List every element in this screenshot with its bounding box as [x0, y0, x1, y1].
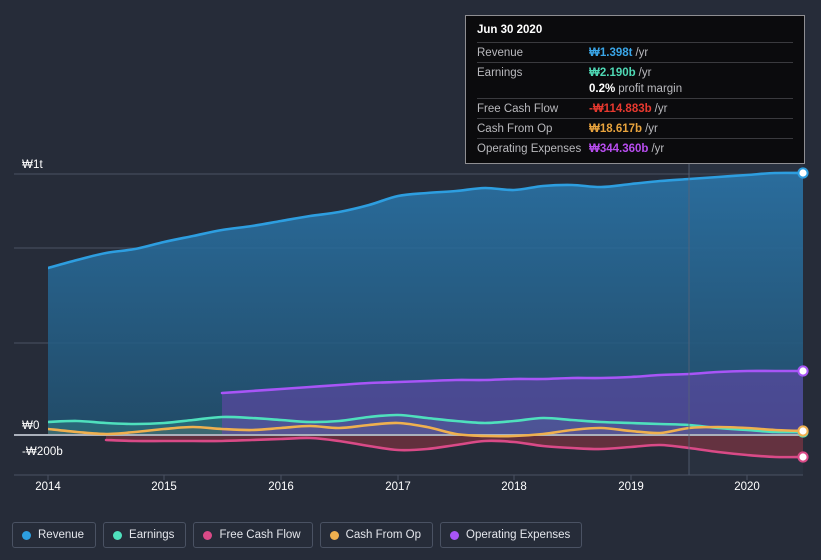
tooltip-row-key: Operating Expenses — [477, 143, 582, 155]
tooltip-row-value: -₩114.883b — [589, 103, 652, 115]
legend-item-label: Free Cash Flow — [219, 529, 301, 541]
tooltip-row-value: 0.2% — [589, 83, 616, 95]
tooltip-row-value: ₩344.360b — [589, 143, 649, 155]
y-axis-tick-label: ₩0 — [22, 420, 40, 432]
tooltip-row: Cash From Op ₩18.617b/yr — [477, 118, 793, 138]
legend-item-free-cash-flow[interactable]: Free Cash Flow — [193, 522, 313, 548]
line-cash-from-op[interactable] — [48, 421, 803, 438]
x-axis-tick-label: 2016 — [268, 481, 294, 493]
series-end-markers — [797, 167, 809, 463]
x-axis-ticks — [47, 475, 748, 480]
line-earnings[interactable] — [48, 413, 803, 434]
legend-item-earnings[interactable]: Earnings — [103, 522, 187, 548]
legend-color-dot-icon — [113, 530, 123, 540]
y-axis-tick-label: -₩200b — [22, 446, 63, 458]
tooltip-row-sublabel: profit margin — [618, 83, 683, 95]
area-revenue — [48, 172, 803, 435]
y-axis-tick-label: ₩1t — [22, 159, 43, 171]
line-revenue[interactable] — [48, 171, 803, 270]
legend-item-label: Earnings — [129, 529, 175, 541]
legend-color-dot-icon — [329, 530, 339, 540]
line-operating-expenses[interactable] — [220, 369, 803, 395]
tooltip-row-suffix: /yr — [645, 123, 658, 135]
series-lines — [48, 171, 803, 459]
tooltip-rows: Revenue ₩1.398t/yr Earnings ₩2.190b/yr 0.2% p… — [477, 42, 793, 158]
legend-item-revenue[interactable]: Revenue — [12, 522, 97, 548]
tooltip-row-suffix: /yr — [654, 103, 668, 115]
tooltip-date: Jun 30 2020 — [477, 24, 543, 36]
tooltip-row-key: Earnings — [477, 67, 523, 79]
tooltip-row-key: Cash From Op — [477, 123, 553, 135]
legend-item-label: Revenue — [38, 529, 85, 541]
tooltip-row-key: Revenue — [477, 47, 524, 59]
series-areas — [48, 172, 803, 458]
legend-item-operating-expenses[interactable]: Operating Expenses — [440, 522, 583, 548]
tooltip-row-key: Free Cash Flow — [477, 103, 559, 115]
tooltip-row: Operating Expenses ₩344.360b/yr — [477, 138, 793, 158]
x-axis-tick-label: 2015 — [151, 481, 177, 493]
x-axis-tick-label: 2019 — [618, 481, 644, 493]
end-marker-free-cash-flow[interactable] — [797, 451, 809, 463]
tooltip-row: Earnings ₩2.190b/yr — [477, 62, 793, 82]
area-operating-expenses — [222, 370, 803, 435]
tooltip-row-value: ₩1.398t — [589, 47, 633, 59]
tooltip-row: Revenue ₩1.398t/yr — [477, 42, 793, 62]
tooltip-row: 0.2% profit margin — [477, 82, 793, 98]
legend-item-label: Cash From Op — [345, 529, 422, 541]
tooltip-row-suffix: /yr — [638, 67, 652, 79]
end-marker-operating-expenses[interactable] — [797, 365, 809, 377]
legend-item-cash-from-op[interactable]: Cash From Op — [319, 522, 434, 548]
tooltip-row: Free Cash Flow -₩114.883b/yr — [477, 98, 793, 118]
area-free-cash-flow — [106, 435, 803, 458]
x-axis-tick-label: 2014 — [35, 481, 61, 493]
tooltip-row-suffix: /yr — [635, 47, 649, 59]
x-axis-tick-label: 2018 — [501, 481, 527, 493]
legend-color-dot-icon — [22, 530, 31, 540]
legend-color-dot-icon — [450, 530, 460, 540]
end-marker-cash-from-op[interactable] — [797, 425, 809, 437]
tooltip-row-value: ₩2.190b — [589, 67, 636, 79]
chart-legend[interactable]: Revenue Earnings Free Cash Flow Cash From O… — [12, 522, 583, 548]
end-marker-revenue[interactable] — [797, 167, 809, 179]
legend-color-dot-icon — [203, 530, 213, 540]
x-axis-tick-label: 2020 — [734, 481, 760, 493]
legend-item-label: Operating Expenses — [466, 529, 571, 541]
tooltip-row-suffix: /yr — [651, 143, 665, 155]
tooltip-row-value: ₩18.617b — [589, 123, 643, 135]
chart-tooltip: Jun 30 2020 Revenue ₩1.398t/yr Earnings ₩2.… — [465, 15, 805, 164]
x-axis-tick-label: 2017 — [385, 481, 411, 493]
